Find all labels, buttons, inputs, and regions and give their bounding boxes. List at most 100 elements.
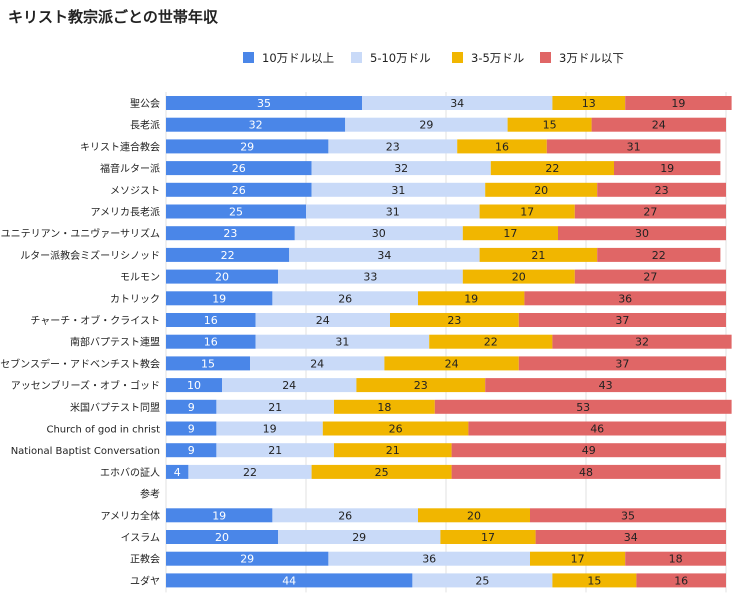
data-label: 19	[212, 509, 226, 522]
data-label: 34	[624, 531, 638, 544]
data-label: 33	[363, 271, 377, 284]
category-label: Church of god in christ	[46, 425, 160, 436]
legend-swatch	[540, 52, 551, 63]
bar-segment	[328, 139, 458, 154]
data-label: 17	[520, 206, 534, 219]
data-label: 19	[212, 292, 226, 305]
bar-segment	[166, 117, 346, 132]
bar-segment	[166, 313, 256, 327]
data-label: 9	[188, 423, 195, 436]
data-label: 35	[621, 509, 635, 522]
data-label: 24	[652, 119, 666, 132]
bar-segment	[166, 182, 312, 197]
data-label: 17	[481, 531, 495, 544]
data-label: 21	[386, 444, 400, 457]
bar-segment	[272, 291, 418, 306]
legend-label: 5-10万ドル	[370, 51, 431, 65]
data-label: 32	[635, 336, 649, 349]
data-label: 36	[618, 292, 632, 305]
bar-segment	[462, 269, 575, 284]
bar-segment	[255, 313, 390, 327]
category-label: 福音ルター派	[100, 162, 160, 175]
bar-segment	[490, 161, 614, 176]
bar-segment	[418, 508, 530, 523]
bar-segment	[272, 508, 418, 523]
bar-segment	[166, 443, 217, 458]
bar-segment	[468, 421, 726, 436]
data-label: 18	[377, 401, 391, 414]
data-label: 30	[635, 227, 649, 240]
category-label: ユニテリアン・ユニヴァーサリズム	[1, 227, 160, 240]
bar-segment	[440, 530, 536, 544]
bar-segment	[462, 226, 558, 241]
bar-segment	[216, 421, 323, 436]
data-label: 24	[310, 357, 324, 370]
bar-segment	[530, 551, 626, 566]
bar-segment	[535, 530, 726, 544]
data-label: 21	[268, 401, 282, 414]
bar-segment	[166, 334, 256, 349]
bar-segment	[451, 443, 726, 458]
bar-segment	[216, 399, 334, 414]
data-label: 26	[338, 509, 352, 522]
data-label: 16	[674, 574, 688, 587]
data-label: 44	[282, 574, 296, 587]
bar-segment	[625, 551, 726, 566]
bar-segment	[166, 356, 250, 371]
legend-swatch	[452, 52, 463, 63]
bar-segment	[457, 139, 547, 154]
bar-segment	[546, 139, 721, 154]
data-label: 29	[352, 531, 366, 544]
category-label: ルター派教会ミズーリシノッド	[20, 249, 160, 262]
bar-segment	[166, 399, 217, 414]
data-label: 31	[335, 336, 349, 349]
data-label: 26	[389, 423, 403, 436]
legend-swatch	[243, 52, 254, 63]
data-label: 29	[240, 140, 254, 153]
legend-label: 10万ドル以上	[262, 51, 334, 65]
data-label: 29	[419, 119, 433, 132]
bar-segment	[530, 508, 726, 523]
data-label: 46	[590, 423, 604, 436]
data-label: 26	[338, 292, 352, 305]
data-label: 43	[599, 379, 613, 392]
data-label: 9	[188, 401, 195, 414]
bar-segment	[166, 269, 278, 284]
category-label: 聖公会	[130, 97, 160, 110]
bar-segment	[485, 182, 598, 197]
bar-segment	[294, 226, 463, 241]
category-label: National Baptist Conversation	[11, 446, 160, 457]
data-label: 21	[531, 249, 545, 262]
category-label: アメリカ全体	[101, 509, 161, 522]
bar-segment	[334, 399, 435, 414]
chart-title: キリスト教宗派ごとの世帯年収	[8, 8, 218, 26]
bar-segment	[597, 247, 721, 262]
bar-segment	[166, 508, 273, 523]
data-label: 32	[394, 162, 408, 175]
data-label: 20	[534, 184, 548, 197]
data-label: 24	[282, 379, 296, 392]
category-label: カトリック	[110, 293, 160, 305]
data-label: 48	[579, 466, 593, 479]
data-label: 9	[188, 444, 195, 457]
bar-segment	[518, 313, 726, 327]
data-label: 16	[204, 314, 218, 327]
bar-segment	[166, 530, 278, 544]
bar-segment	[479, 204, 575, 219]
category-label: 参考	[140, 488, 160, 501]
data-label: 20	[512, 271, 526, 284]
bar-segment	[574, 269, 726, 284]
bar-segment	[166, 573, 413, 588]
bar-segment	[166, 161, 312, 176]
bar-segment	[636, 573, 726, 588]
data-label: 13	[582, 97, 596, 110]
data-label: 25	[229, 206, 243, 219]
data-label: 27	[643, 206, 657, 219]
data-label: 19	[671, 97, 685, 110]
bar-segment	[278, 269, 463, 284]
data-label: 31	[386, 206, 400, 219]
bar-segment	[216, 443, 334, 458]
data-label: 10	[187, 379, 201, 392]
bar-segment	[485, 378, 726, 393]
